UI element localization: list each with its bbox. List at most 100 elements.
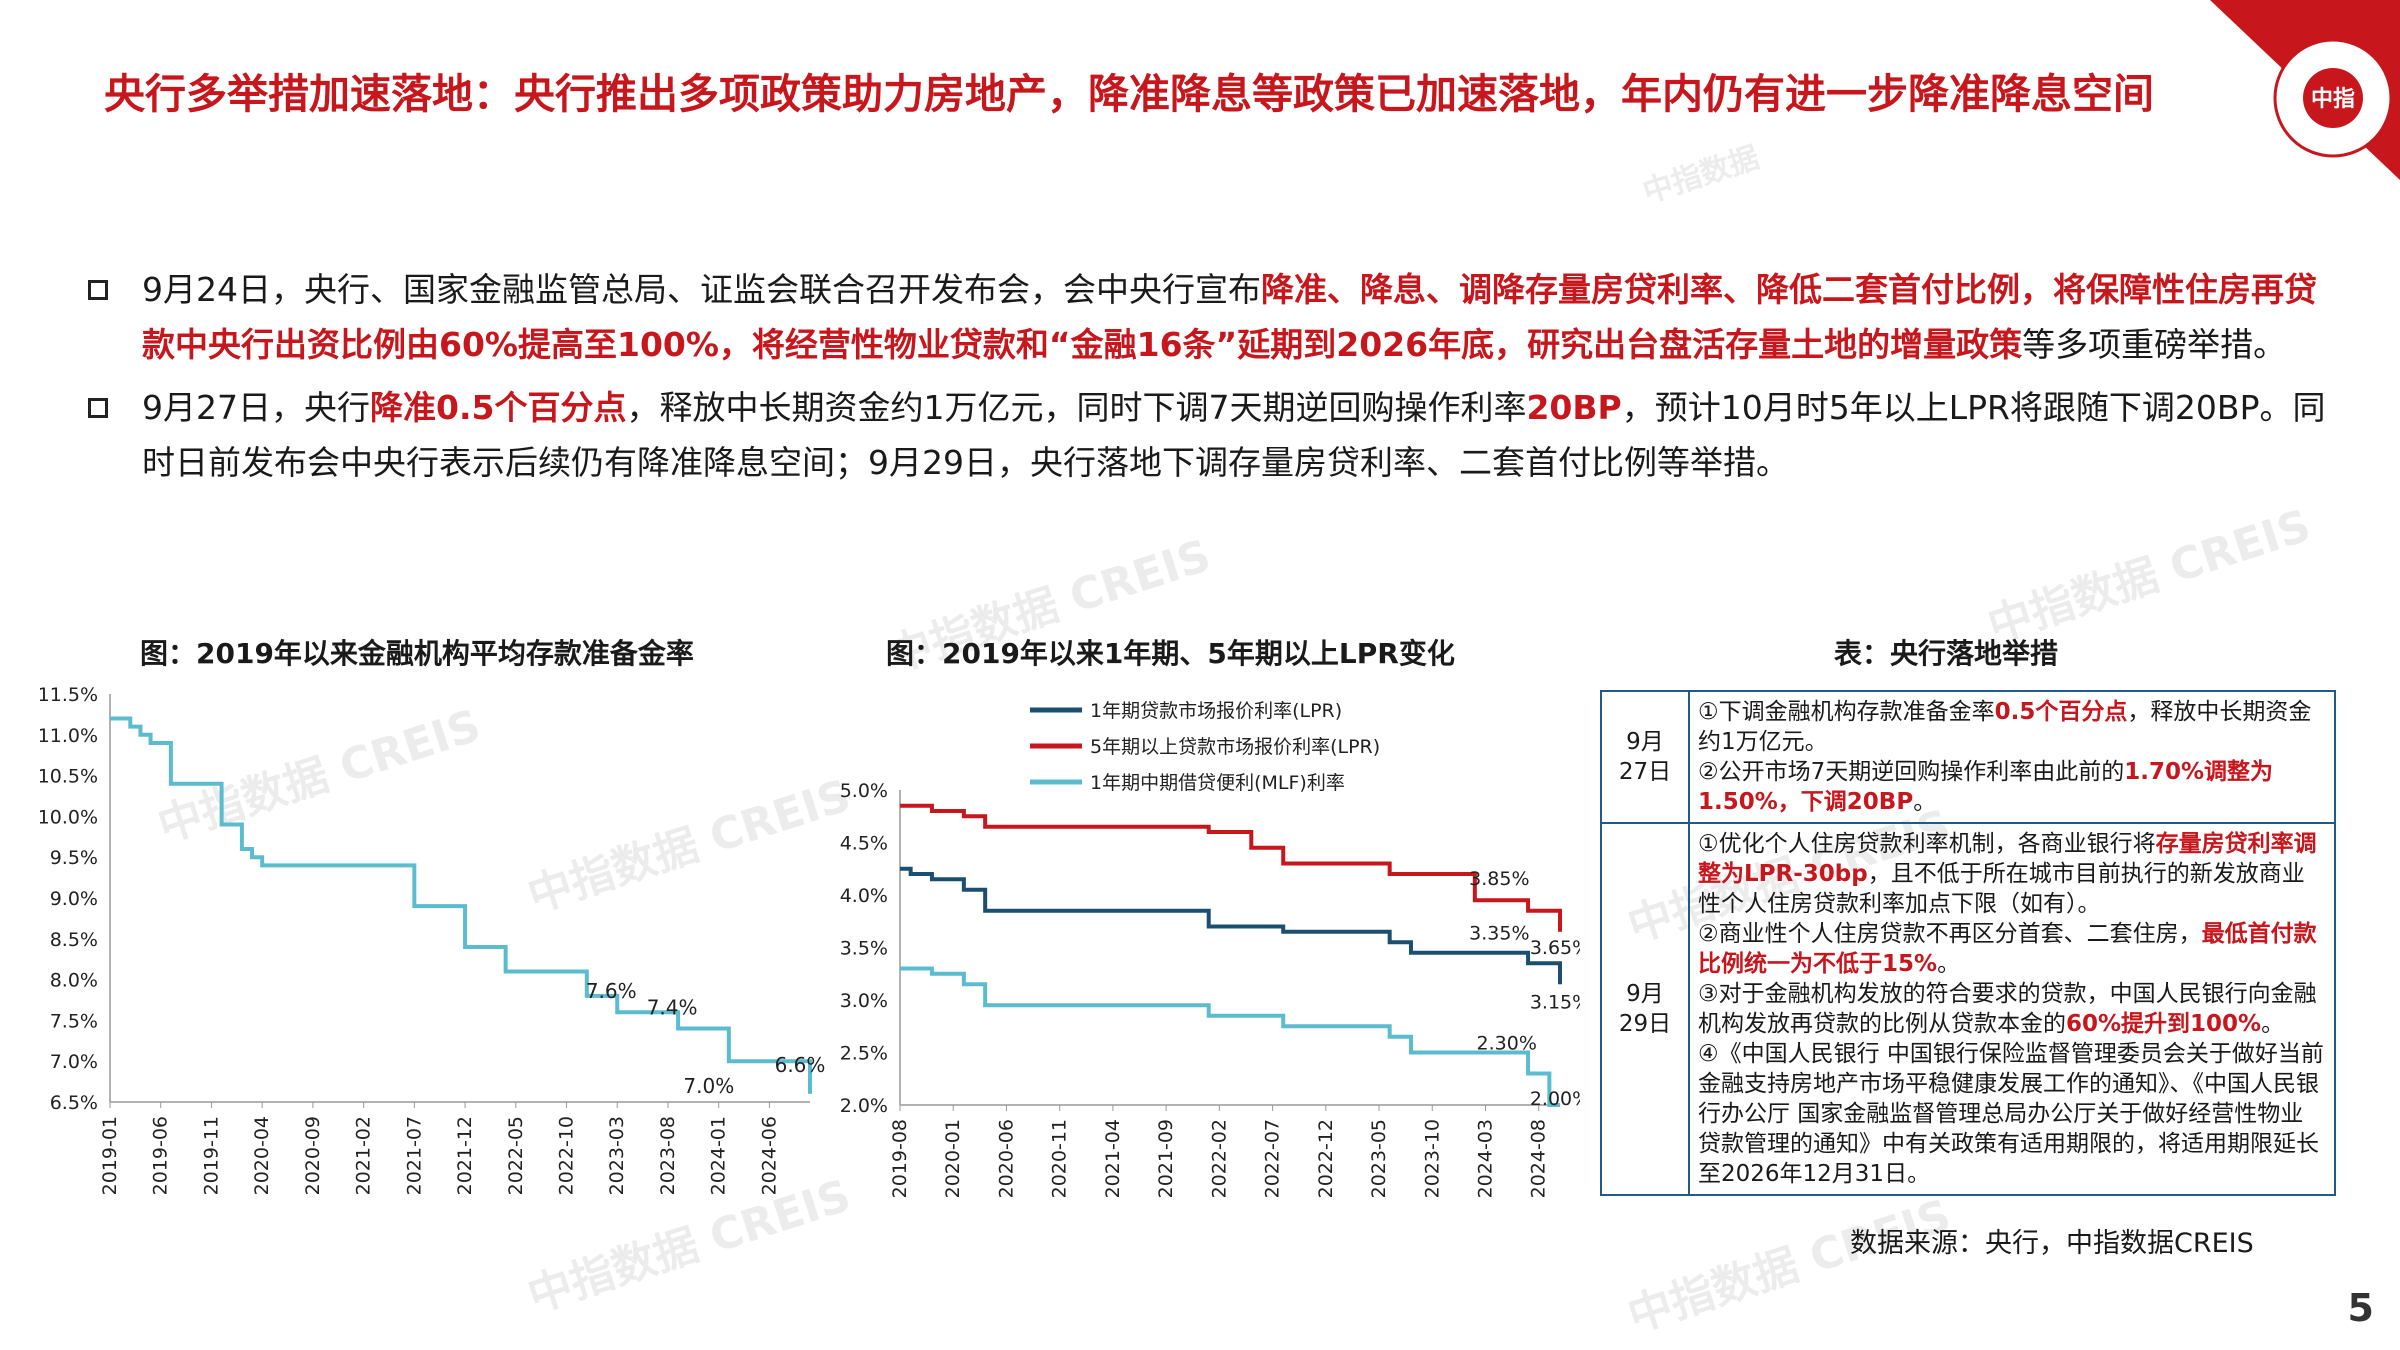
- body-text: ①优化个人住房贷款利率机制，各商业银行将: [1698, 831, 2156, 857]
- body-text: ④《中国人民银行 中国银行保险监督管理委员会关于做好当前金融支持房地产市场平稳健…: [1698, 1041, 2324, 1187]
- measure-item: ④《中国人民银行 中国银行保险监督管理委员会关于做好当前金融支持房地产市场平稳健…: [1698, 1039, 2326, 1189]
- y-tick-label: 2.5%: [840, 1043, 888, 1065]
- measure-item: ①优化个人住房贷款利率机制，各商业银行将存量房贷利率调整为LPR-30bp，且不…: [1698, 829, 2326, 919]
- body-text: ①下调金融机构存款准备金率: [1698, 699, 1995, 725]
- highlight-text: 1.70%调整为1.50%，下调20BP: [1698, 759, 2274, 815]
- highlight-text: 最低首付款比例统一为不低于15%: [1698, 921, 2317, 977]
- body-text: ②公开市场7天期逆回购操作利率由此前的: [1698, 759, 2125, 785]
- reserve-ratio-chart: 6.5% 7.0% 7.5% 8.0% 8.5% 9.0% 9.5% 10.0% 10.5% 11…: [40, 684, 825, 1195]
- y-tick-label: 7.0%: [50, 1051, 98, 1073]
- series-line-0: [900, 866, 1562, 985]
- page-number: 5: [2347, 1286, 2374, 1330]
- x-tick-label: 2022-02: [1208, 1119, 1230, 1198]
- highlight-text: 存量房贷利率调整为LPR-30bp: [1698, 831, 2317, 887]
- body-text: ，释放中长期资金约1万亿元，同时下调7天期逆回购操作利率: [626, 388, 1527, 427]
- x-tick-label: 2020-09: [302, 1116, 324, 1195]
- x-tick-label: 2023-08: [657, 1116, 679, 1195]
- watermark: 中指数据: [1638, 140, 1764, 211]
- x-tick-label: 2024-08: [1528, 1119, 1550, 1198]
- bullet-text: 9月27日，央行降准0.5个百分点，释放中长期资金约1万亿元，同时下调7天期逆回…: [142, 388, 2325, 482]
- x-tick-label: 2021-12: [454, 1116, 476, 1195]
- y-tick-label: 9.0%: [50, 888, 98, 910]
- body-text: ②商业性个人住房贷款不再区分首套、二套住房，: [1698, 921, 2202, 947]
- x-tick-label: 2021-07: [403, 1116, 425, 1195]
- measure-item: ②商业性个人住房贷款不再区分首套、二套住房，最低首付款比例统一为不低于15%。: [1698, 919, 2326, 979]
- y-tick-label: 7.5%: [50, 1010, 98, 1032]
- table-date-cell: 9月 27日: [1600, 690, 1690, 824]
- bullet-text: 9月24日，央行、国家金融监管总局、证监会联合召开发布会，会中央行宣布降准、降息…: [142, 270, 2317, 364]
- y-tick-label: 4.5%: [840, 833, 888, 855]
- data-label: 7.0%: [683, 1074, 734, 1098]
- data-label: 7.4%: [647, 996, 698, 1020]
- data-label: 2.30%: [1477, 1033, 1537, 1055]
- table-row: 9月 27日 ①下调金融机构存款准备金率0.5个百分点，释放中长期资金约1万亿元。 ②…: [1600, 690, 2336, 824]
- y-tick-label: 10.5%: [40, 766, 98, 788]
- data-label: 3.15%: [1530, 991, 1580, 1013]
- x-tick-label: 2020-01: [942, 1119, 964, 1198]
- x-tick-label: 2023-05: [1368, 1119, 1390, 1198]
- body-text: 9月27日，央行: [142, 388, 370, 427]
- body-text: 。: [1937, 951, 1961, 977]
- data-label: 2.00%: [1530, 1088, 1580, 1110]
- body-text: 。: [2261, 1011, 2285, 1037]
- x-tick-label: 2019-01: [99, 1116, 121, 1195]
- body-text: 9月24日，央行、国家金融监管总局、证监会联合召开发布会，会中央行宣布: [142, 270, 1261, 309]
- x-tick-label: 2019-06: [150, 1116, 172, 1195]
- highlight-text: 20BP: [1526, 388, 1622, 427]
- logo-seal-core: [2303, 68, 2363, 128]
- x-tick-label: 2019-11: [200, 1116, 222, 1195]
- lpr-chart: 2.0% 2.5% 3.0% 3.5% 4.0% 4.5% 5.0% 2019-08 2020-…: [840, 700, 1580, 1198]
- bullet-item: 9月27日，央行降准0.5个百分点，释放中长期资金约1万亿元，同时下调7天期逆回…: [84, 380, 2334, 490]
- x-tick-label: 2024-03: [1474, 1119, 1496, 1198]
- y-tick-label: 11.5%: [40, 684, 98, 706]
- y-tick-label: 5.0%: [840, 780, 888, 802]
- x-tick-label: 2022-10: [556, 1116, 578, 1195]
- table-title: 表：央行落地举措: [1834, 637, 2059, 670]
- watermark: 中指数据 CREIS: [1621, 1190, 1957, 1343]
- page-title: 央行多举措加速落地：央行推出多项政策助力房地产，降准降息等政策已加速落地，年内仍…: [104, 70, 2154, 118]
- policy-table: 9月 27日 ①下调金融机构存款准备金率0.5个百分点，释放中长期资金约1万亿元。 ②…: [1600, 690, 2336, 1196]
- x-tick-label: 2020-04: [251, 1116, 273, 1195]
- table-row: 9月 29日 ①优化个人住房贷款利率机制，各商业银行将存量房贷利率调整为LPR-30…: [1600, 822, 2336, 1196]
- body-text: ，预计10月时5年以上LPR将跟随下调20BP。同时日前发布会中央行表示后续仍有…: [142, 388, 2326, 482]
- brand-logo: 中指: [2210, 0, 2400, 180]
- body-text: ③对于金融机构发放的符合要求的贷款，中国人民银行向金融机构发放再贷款的比例从贷款…: [1698, 981, 2317, 1037]
- series-line-2: [900, 966, 1560, 1107]
- y-tick-label: 4.0%: [840, 885, 888, 907]
- logo-text: 中指: [2311, 87, 2355, 112]
- x-tick-label: 2023-03: [606, 1116, 628, 1195]
- x-tick-label: 2021-04: [1102, 1119, 1124, 1198]
- chart1-title: 图：2019年以来金融机构平均存款准备金率: [140, 637, 694, 670]
- body-text: ，且不低于所在城市目前执行的新发放商业性个人住房贷款利率加点下限（如有）。: [1698, 861, 2305, 917]
- y-tick-label: 11.0%: [40, 725, 98, 747]
- bullet-item: 9月24日，央行、国家金融监管总局、证监会联合召开发布会，会中央行宣布降准、降息…: [84, 262, 2334, 372]
- x-tick-label: 2022-07: [1262, 1119, 1284, 1198]
- chart2-title: 图：2019年以来1年期、5年期以上LPR变化: [886, 637, 1455, 670]
- body-text: ，释放中长期资金约1万亿元。: [1698, 699, 2312, 755]
- legend-label: 1年期中期借贷便利(MLF)利率: [1090, 772, 1345, 794]
- highlight-text: 降准0.5个百分点: [370, 388, 627, 427]
- data-label: 3.65%: [1530, 937, 1580, 959]
- y-tick-label: 6.5%: [50, 1092, 98, 1114]
- bullet-list: 9月24日，央行、国家金融监管总局、证监会联合召开发布会，会中央行宣布降准、降息…: [84, 262, 2334, 498]
- x-tick-label: 2019-08: [889, 1119, 911, 1198]
- data-label: 3.35%: [1469, 922, 1529, 944]
- y-tick-label: 8.0%: [50, 970, 98, 992]
- x-tick-label: 2020-11: [1049, 1119, 1071, 1198]
- measure-item: ②公开市场7天期逆回购操作利率由此前的1.70%调整为1.50%，下调20BP。: [1698, 757, 2326, 817]
- checkbox-square-icon: [88, 280, 108, 300]
- y-tick-label: 8.5%: [50, 929, 98, 951]
- y-tick-label: 2.0%: [840, 1095, 888, 1117]
- x-tick-label: 2022-05: [505, 1116, 527, 1195]
- data-label: 7.6%: [586, 979, 637, 1003]
- series-line-1: [900, 803, 1562, 932]
- y-tick-label: 9.5%: [50, 847, 98, 869]
- table-date-cell: 9月 29日: [1600, 822, 1690, 1196]
- measure-item: ①下调金融机构存款准备金率0.5个百分点，释放中长期资金约1万亿元。: [1698, 697, 2326, 757]
- x-tick-label: 2021-09: [1155, 1119, 1177, 1198]
- legend-label: 1年期贷款市场报价利率(LPR): [1090, 700, 1342, 722]
- highlight-text: 降准、降息、调降存量房贷利率、降低二套首付比例，将保障性住房再贷款中央行出资比例…: [142, 270, 2317, 364]
- y-tick-label: 3.0%: [840, 990, 888, 1012]
- table-content-cell: ①下调金融机构存款准备金率0.5个百分点，释放中长期资金约1万亿元。 ②公开市场7…: [1688, 690, 2336, 824]
- data-source: 数据来源：央行，中指数据CREIS: [1850, 1228, 2254, 1259]
